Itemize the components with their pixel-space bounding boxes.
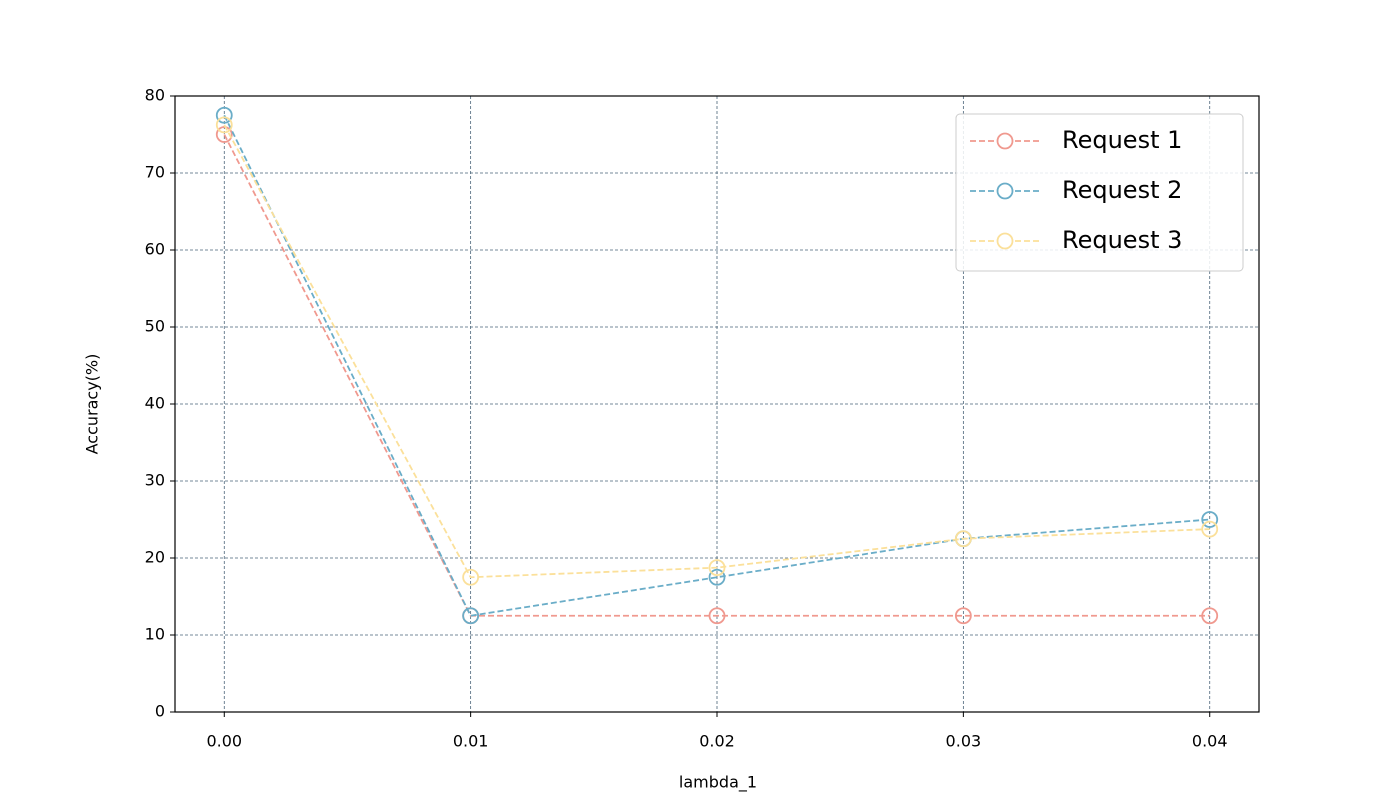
series-line <box>223 124 1210 579</box>
y-tick-label: 0 <box>155 702 165 721</box>
data-point <box>954 607 972 625</box>
legend: Request 1 Request 2 Request 3 <box>955 113 1244 272</box>
y-tick-label: 20 <box>145 548 165 567</box>
x-tick-label: 0.00 <box>206 732 242 751</box>
y-tick-label: 60 <box>145 240 165 259</box>
data-point <box>215 106 233 124</box>
x-tick-label: 0.04 <box>1192 732 1228 751</box>
legend-label: Request 2 <box>1062 176 1182 204</box>
data-point <box>1201 520 1219 538</box>
plot-frame <box>174 95 1260 713</box>
data-point <box>215 116 233 134</box>
data-point <box>1201 607 1219 625</box>
y-axis-label: Accuracy(%) <box>83 354 102 455</box>
data-point <box>708 568 726 586</box>
x-axis-label: lambda_1 <box>679 773 757 793</box>
data-point <box>708 559 726 577</box>
y-tick-label: 80 <box>145 86 165 105</box>
x-tick-label: 0.03 <box>946 732 982 751</box>
y-tick-label: 10 <box>145 625 165 644</box>
data-point <box>462 607 480 625</box>
data-point <box>462 568 480 586</box>
series-line <box>223 134 1210 617</box>
legend-marker <box>996 182 1014 200</box>
x-tick-label: 0.01 <box>453 732 489 751</box>
legend-label: Request 3 <box>1062 226 1182 254</box>
y-tick-label: 40 <box>145 394 165 413</box>
data-point <box>708 607 726 625</box>
legend-box <box>955 113 1244 272</box>
y-tick-label: 70 <box>145 163 165 182</box>
legend-marker <box>996 232 1014 250</box>
series-line <box>223 114 1210 617</box>
legend-marker <box>996 132 1014 150</box>
data-point <box>215 126 233 143</box>
data-point <box>954 530 972 548</box>
y-tick-label: 50 <box>145 317 165 336</box>
y-tick-label: 30 <box>145 471 165 490</box>
data-point <box>1201 511 1219 528</box>
x-tick-label: 0.02 <box>699 732 735 751</box>
legend-label: Request 1 <box>1062 126 1182 154</box>
